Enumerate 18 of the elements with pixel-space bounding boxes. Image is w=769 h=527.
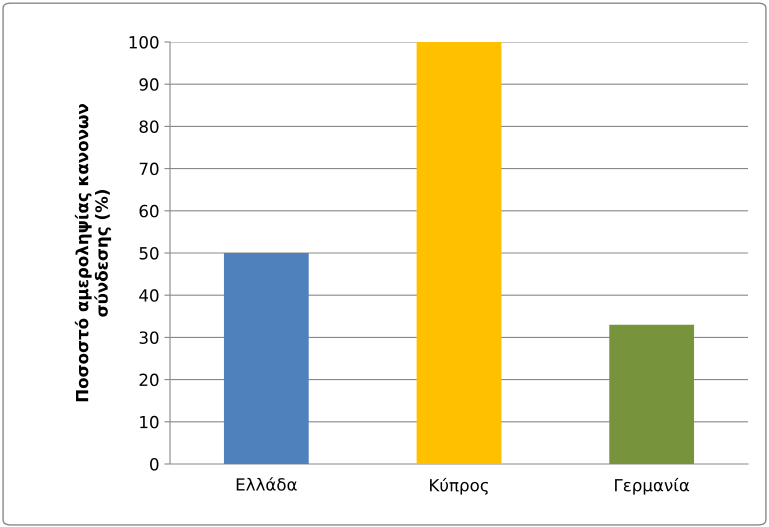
y-axis-title: Ποσοστό αμεροληψίας κανονων σύνδεσης (%) [74, 104, 112, 402]
y-tick-label: 100 [130, 36, 158, 49]
y-tick-label: 70 [140, 162, 158, 176]
bar [609, 324, 694, 464]
y-tick-label: 50 [140, 246, 158, 260]
y-tick-label: 20 [140, 374, 158, 386]
y-tick-label: 30 [140, 331, 158, 344]
y-tick-label: 90 [139, 78, 158, 91]
bar [224, 253, 309, 464]
y-tick-label: 0 [150, 458, 158, 471]
y-tick-label: 40 [139, 289, 158, 302]
x-tick-label: Κύπρος [430, 478, 488, 495]
y-tick-label: 60 [140, 204, 158, 218]
y-tick-label: 80 [140, 120, 158, 133]
x-tick-label: Ελλάδα [236, 477, 297, 491]
x-tick-label: Γερμανία [615, 478, 690, 495]
bar [416, 42, 502, 464]
y-tick-label: 10 [140, 416, 158, 428]
